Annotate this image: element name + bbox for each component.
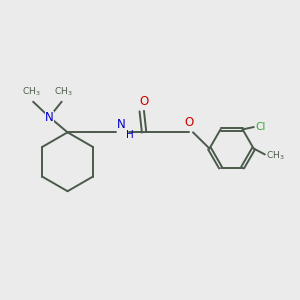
Text: CH$_3$: CH$_3$ bbox=[266, 150, 285, 162]
Text: N: N bbox=[117, 118, 126, 131]
Text: CH$_3$: CH$_3$ bbox=[22, 86, 41, 98]
Text: Cl: Cl bbox=[255, 122, 265, 132]
Text: O: O bbox=[139, 94, 148, 108]
Text: H: H bbox=[126, 130, 134, 140]
Text: N: N bbox=[45, 110, 54, 124]
Text: CH$_3$: CH$_3$ bbox=[54, 86, 73, 98]
Text: O: O bbox=[185, 116, 194, 129]
